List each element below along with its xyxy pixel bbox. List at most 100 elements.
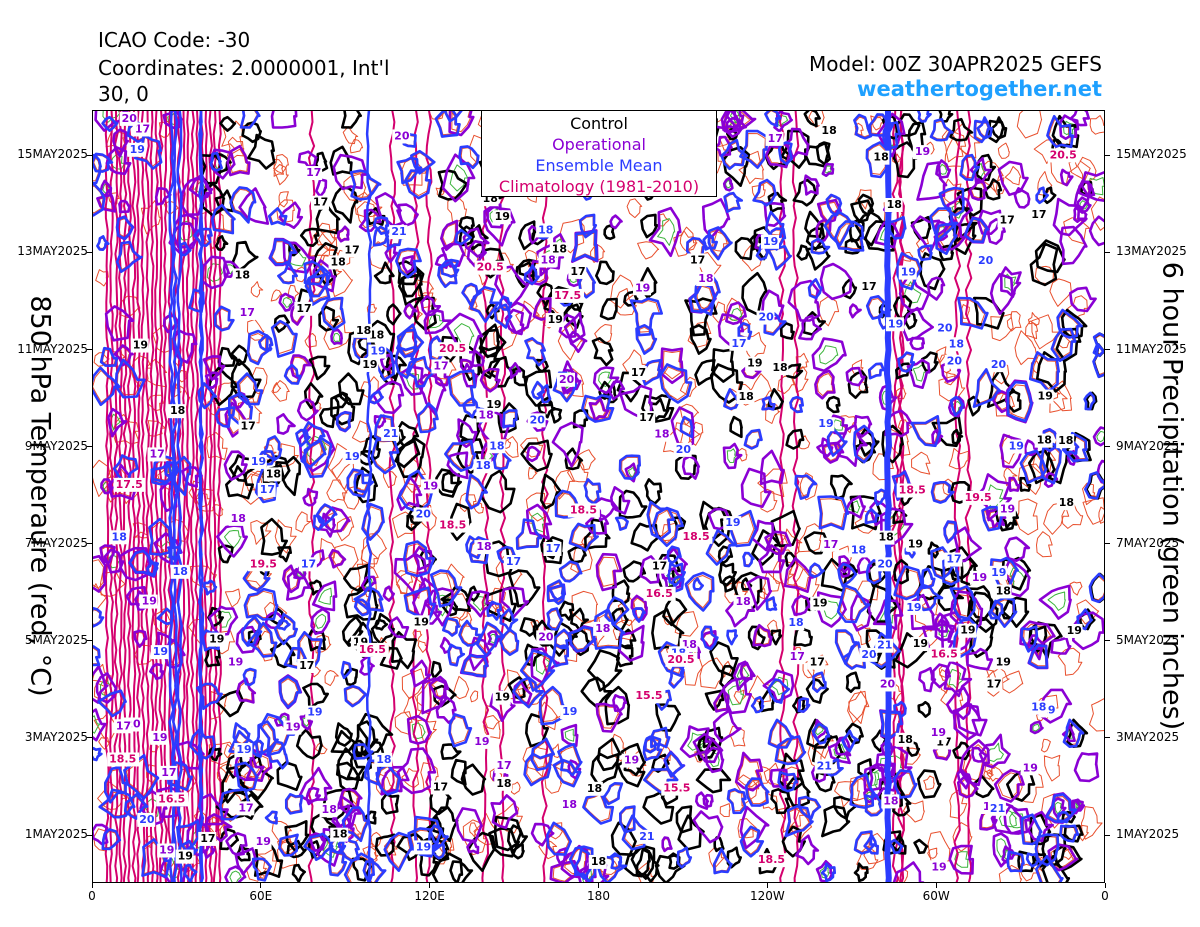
ensemble-mean-contour	[930, 481, 955, 504]
legend-operational: Operational	[552, 135, 646, 154]
member-contour	[226, 136, 245, 159]
precip-contour	[564, 728, 575, 742]
ensemble-mean-contour	[269, 238, 297, 266]
control-contour	[334, 722, 353, 747]
member-contour	[847, 690, 868, 724]
operational-contour	[959, 739, 990, 787]
member-contour	[318, 228, 338, 252]
operational-contour	[725, 116, 747, 138]
contour-label-bg	[559, 797, 578, 812]
member-contour	[923, 775, 935, 790]
ensemble-mean-contour	[578, 213, 598, 239]
control-contour	[767, 191, 788, 213]
operational-contour	[752, 623, 773, 648]
contour-label: 17	[496, 759, 511, 772]
member-contour	[849, 776, 869, 801]
control-contour	[302, 682, 329, 710]
member-contour	[278, 191, 289, 208]
member-contour	[598, 556, 619, 587]
member-contour	[997, 142, 1010, 159]
x-tick-mark	[598, 883, 599, 888]
ensemble-mean-contour	[524, 337, 546, 367]
operational-contour	[624, 462, 640, 483]
operational-contour	[500, 586, 530, 619]
ensemble-mean-contour	[1028, 351, 1060, 393]
contour-label-bg	[652, 427, 671, 442]
contour-label-bg	[821, 537, 840, 552]
operational-contour	[933, 217, 967, 251]
ensemble-mean-contour	[568, 845, 594, 880]
member-contour	[526, 755, 551, 784]
operational-contour	[419, 599, 442, 625]
climatology-contour	[104, 110, 110, 883]
ensemble-mean-contour	[853, 830, 876, 855]
control-contour	[486, 355, 516, 388]
ensemble-mean-contour	[863, 834, 879, 855]
operational-contour	[713, 689, 730, 713]
control-contour	[792, 178, 818, 207]
contour-label: 21	[639, 830, 654, 843]
control-contour	[507, 824, 528, 853]
control-contour	[953, 223, 977, 255]
ensemble-mean-contour	[943, 520, 958, 544]
contour-label: 19	[486, 398, 501, 411]
site-link[interactable]: weathertogether.net	[857, 77, 1102, 101]
contour-label-bg	[593, 621, 612, 636]
ensemble-mean-contour	[254, 720, 279, 757]
control-contour	[732, 571, 763, 612]
contour-label-bg	[859, 647, 878, 662]
ensemble-mean-contour	[341, 806, 370, 843]
x-tick-label: 60E	[249, 889, 273, 903]
operational-contour	[1013, 187, 1031, 209]
ensemble-mean-contour	[168, 110, 175, 883]
ensemble-mean-contour	[242, 563, 271, 592]
operational-contour	[948, 395, 966, 418]
control-contour	[309, 579, 324, 596]
climatology-contour	[791, 110, 800, 883]
operational-contour	[1059, 168, 1074, 187]
operational-contour	[440, 219, 459, 251]
ensemble-mean-contour	[447, 369, 477, 407]
contour-label-bg	[787, 650, 806, 665]
member-contour	[944, 136, 968, 168]
member-contour	[1006, 311, 1022, 332]
ensemble-mean-contour	[404, 166, 432, 200]
ensemble-mean-contour	[465, 473, 488, 510]
operational-contour	[969, 157, 993, 185]
member-contour	[224, 588, 241, 608]
contour-label-bg	[536, 223, 555, 238]
contour-label-bg	[1064, 623, 1083, 638]
control-contour	[640, 213, 659, 239]
control-contour	[539, 473, 563, 510]
contour-label-bg	[304, 166, 323, 181]
contour-label: 18	[591, 855, 606, 868]
contour-label-bg	[621, 753, 640, 768]
contour-label: 19	[159, 844, 174, 857]
ensemble-mean-contour	[189, 728, 216, 760]
contour-label: 18	[476, 540, 491, 553]
contour-label-bg	[420, 479, 439, 494]
operational-contour	[149, 662, 165, 681]
contour-label: 19	[256, 835, 271, 848]
operational-contour	[112, 128, 130, 158]
operational-contour	[803, 174, 820, 196]
operational-contour	[373, 414, 387, 429]
control-contour	[310, 813, 337, 842]
ensemble-mean-contour	[702, 233, 718, 251]
member-contour	[983, 769, 994, 780]
member-contour	[315, 741, 328, 755]
member-contour	[1063, 217, 1091, 244]
contour-label: 18	[772, 361, 787, 374]
ensemble-mean-contour	[1045, 793, 1078, 824]
control-contour	[975, 153, 997, 182]
ensemble-mean-contour	[635, 324, 658, 355]
operational-contour	[1003, 805, 1031, 835]
member-contour	[324, 670, 339, 687]
ensemble-mean-contour	[92, 746, 103, 762]
contour-label-bg	[137, 812, 156, 827]
ensemble-mean-contour	[989, 596, 1018, 628]
coordinates: Coordinates: 2.0000001, Int'l	[98, 56, 390, 80]
operational-contour	[945, 686, 973, 720]
member-contour	[450, 372, 474, 404]
contour-label-bg	[119, 111, 138, 126]
